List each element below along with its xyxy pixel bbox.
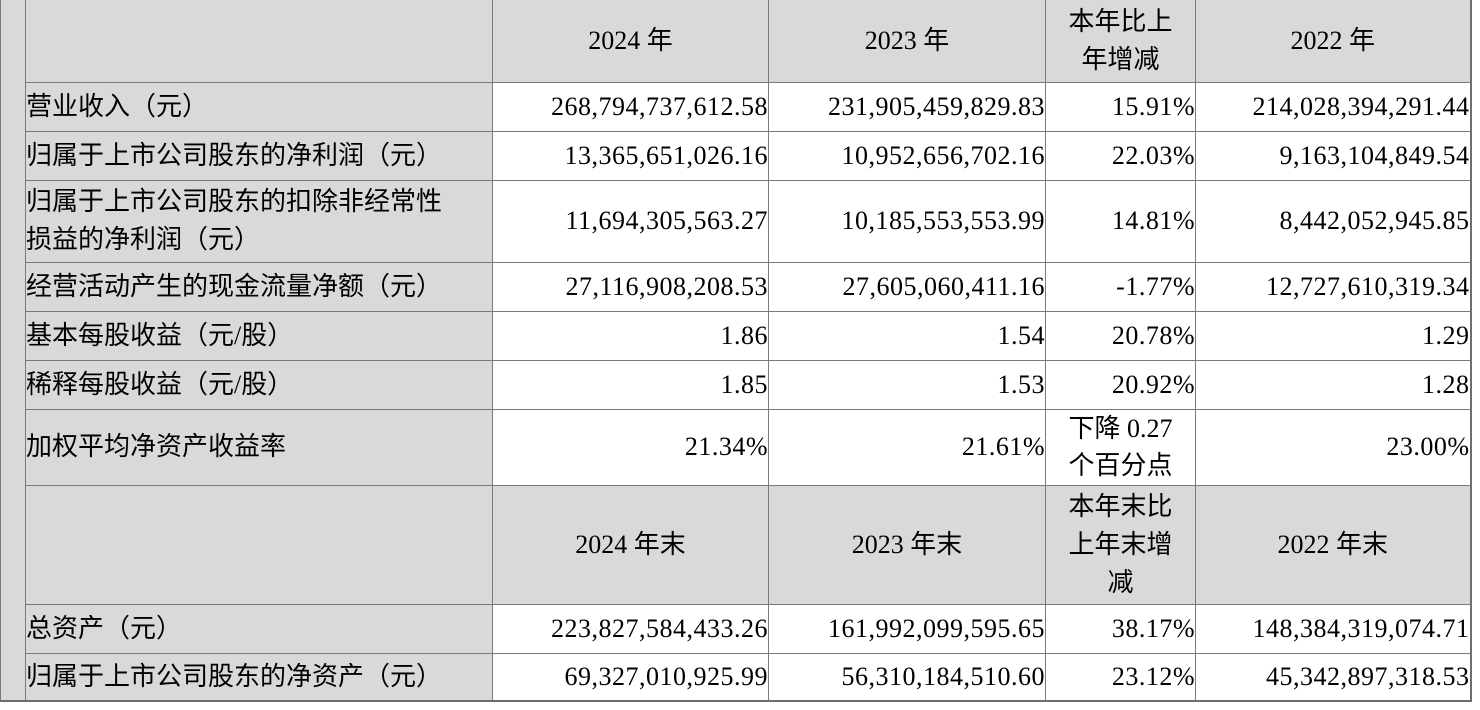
table-row-basic-eps: 基本每股收益（元/股） 1.86 1.54 20.78% 1.29 <box>1 310 1471 361</box>
value-diluted-eps-2022: 1.28 <box>1195 359 1471 410</box>
header-cell-year-end-change: 本年末比 上年末增 减 <box>1045 484 1196 605</box>
value-revenue-2023: 231,905,459,829.83 <box>768 81 1046 132</box>
table-row-operating-cash-flow: 经营活动产生的现金流量净额（元） 27,116,908,208.53 27,60… <box>1 261 1471 312</box>
value-revenue-yoy: 15.91% <box>1045 81 1196 132</box>
value-net-profit-2022: 9,163,104,849.54 <box>1195 130 1471 181</box>
value-net-assets-2023: 56,310,184,510.60 <box>768 652 1046 702</box>
header-cell-2023-end: 2023 年末 <box>768 484 1046 605</box>
value-deducted-net-profit-2023: 10,185,553,553.99 <box>768 179 1046 263</box>
header-cell-2024-end: 2024 年末 <box>492 484 769 605</box>
value-total-assets-2024: 223,827,584,433.26 <box>492 603 769 654</box>
value-cash-flow-2023: 27,605,060,411.16 <box>768 261 1046 312</box>
value-net-assets-yoy: 23.12% <box>1045 652 1196 702</box>
row-label-operating-cash-flow: 经营活动产生的现金流量净额（元） <box>25 261 493 312</box>
table-row-net-profit: 归属于上市公司股东的净利润（元） 13,365,651,026.16 10,95… <box>1 130 1471 181</box>
value-deducted-net-profit-yoy: 14.81% <box>1045 179 1196 263</box>
header-cell-empty-2 <box>25 484 493 605</box>
row-label-diluted-eps: 稀释每股收益（元/股） <box>25 359 493 410</box>
value-net-profit-2024: 13,365,651,026.16 <box>492 130 769 181</box>
table-row-net-assets: 归属于上市公司股东的净资产（元） 69,327,010,925.99 56,31… <box>1 652 1471 702</box>
value-basic-eps-2022: 1.29 <box>1195 310 1471 361</box>
value-cash-flow-2024: 27,116,908,208.53 <box>492 261 769 312</box>
value-deducted-net-profit-2024: 11,694,305,563.27 <box>492 179 769 263</box>
value-roe-2024: 21.34% <box>492 408 769 486</box>
left-gray-strip <box>0 0 26 702</box>
value-total-assets-2023: 161,992,099,595.65 <box>768 603 1046 654</box>
value-roe-yoy: 下降 0.27 个百分点 <box>1045 408 1196 486</box>
value-cash-flow-2022: 12,727,610,319.34 <box>1195 261 1471 312</box>
value-basic-eps-2023: 1.54 <box>768 310 1046 361</box>
header-cell-2022: 2022 年 <box>1195 0 1471 83</box>
row-label-weighted-roe: 加权平均净资产收益率 <box>25 408 493 486</box>
row-label-deducted-net-profit: 归属于上市公司股东的扣除非经常性 损益的净利润（元） <box>25 179 493 263</box>
value-basic-eps-2024: 1.86 <box>492 310 769 361</box>
header-cell-2022-end: 2022 年末 <box>1195 484 1471 605</box>
header-cell-empty <box>25 0 493 83</box>
value-diluted-eps-2023: 1.53 <box>768 359 1046 410</box>
value-roe-2022: 23.00% <box>1195 408 1471 486</box>
header-cell-2024: 2024 年 <box>492 0 769 83</box>
value-total-assets-yoy: 38.17% <box>1045 603 1196 654</box>
header-cell-yoy-change: 本年比上 年增减 <box>1045 0 1196 83</box>
value-revenue-2024: 268,794,737,612.58 <box>492 81 769 132</box>
value-net-assets-2022: 45,342,897,318.53 <box>1195 652 1471 702</box>
value-basic-eps-yoy: 20.78% <box>1045 310 1196 361</box>
value-deducted-net-profit-2022: 8,442,052,945.85 <box>1195 179 1471 263</box>
value-roe-2023: 21.61% <box>768 408 1046 486</box>
value-total-assets-2022: 148,384,319,074.71 <box>1195 603 1471 654</box>
row-label-basic-eps: 基本每股收益（元/股） <box>25 310 493 361</box>
table-row-weighted-roe: 加权平均净资产收益率 21.34% 21.61% 下降 0.27 个百分点 23… <box>1 408 1471 486</box>
value-net-profit-2023: 10,952,656,702.16 <box>768 130 1046 181</box>
row-label-total-assets: 总资产（元） <box>25 603 493 654</box>
table-row-diluted-eps: 稀释每股收益（元/股） 1.85 1.53 20.92% 1.28 <box>1 359 1471 410</box>
table-row-revenue: 营业收入（元） 268,794,737,612.58 231,905,459,8… <box>1 81 1471 132</box>
value-net-assets-2024: 69,327,010,925.99 <box>492 652 769 702</box>
header-cell-2023: 2023 年 <box>768 0 1046 83</box>
value-diluted-eps-2024: 1.85 <box>492 359 769 410</box>
table-row-total-assets: 总资产（元） 223,827,584,433.26 161,992,099,59… <box>1 603 1471 654</box>
table-header-row-year-end: 2024 年末 2023 年末 本年末比 上年末增 减 2022 年末 <box>1 484 1471 605</box>
row-label-net-assets: 归属于上市公司股东的净资产（元） <box>25 652 493 702</box>
value-net-profit-yoy: 22.03% <box>1045 130 1196 181</box>
value-diluted-eps-yoy: 20.92% <box>1045 359 1196 410</box>
table-row-deducted-net-profit: 归属于上市公司股东的扣除非经常性 损益的净利润（元） 11,694,305,56… <box>1 179 1471 263</box>
value-revenue-2022: 214,028,394,291.44 <box>1195 81 1471 132</box>
value-cash-flow-yoy: -1.77% <box>1045 261 1196 312</box>
row-label-revenue: 营业收入（元） <box>25 81 493 132</box>
row-label-net-profit: 归属于上市公司股东的净利润（元） <box>25 130 493 181</box>
